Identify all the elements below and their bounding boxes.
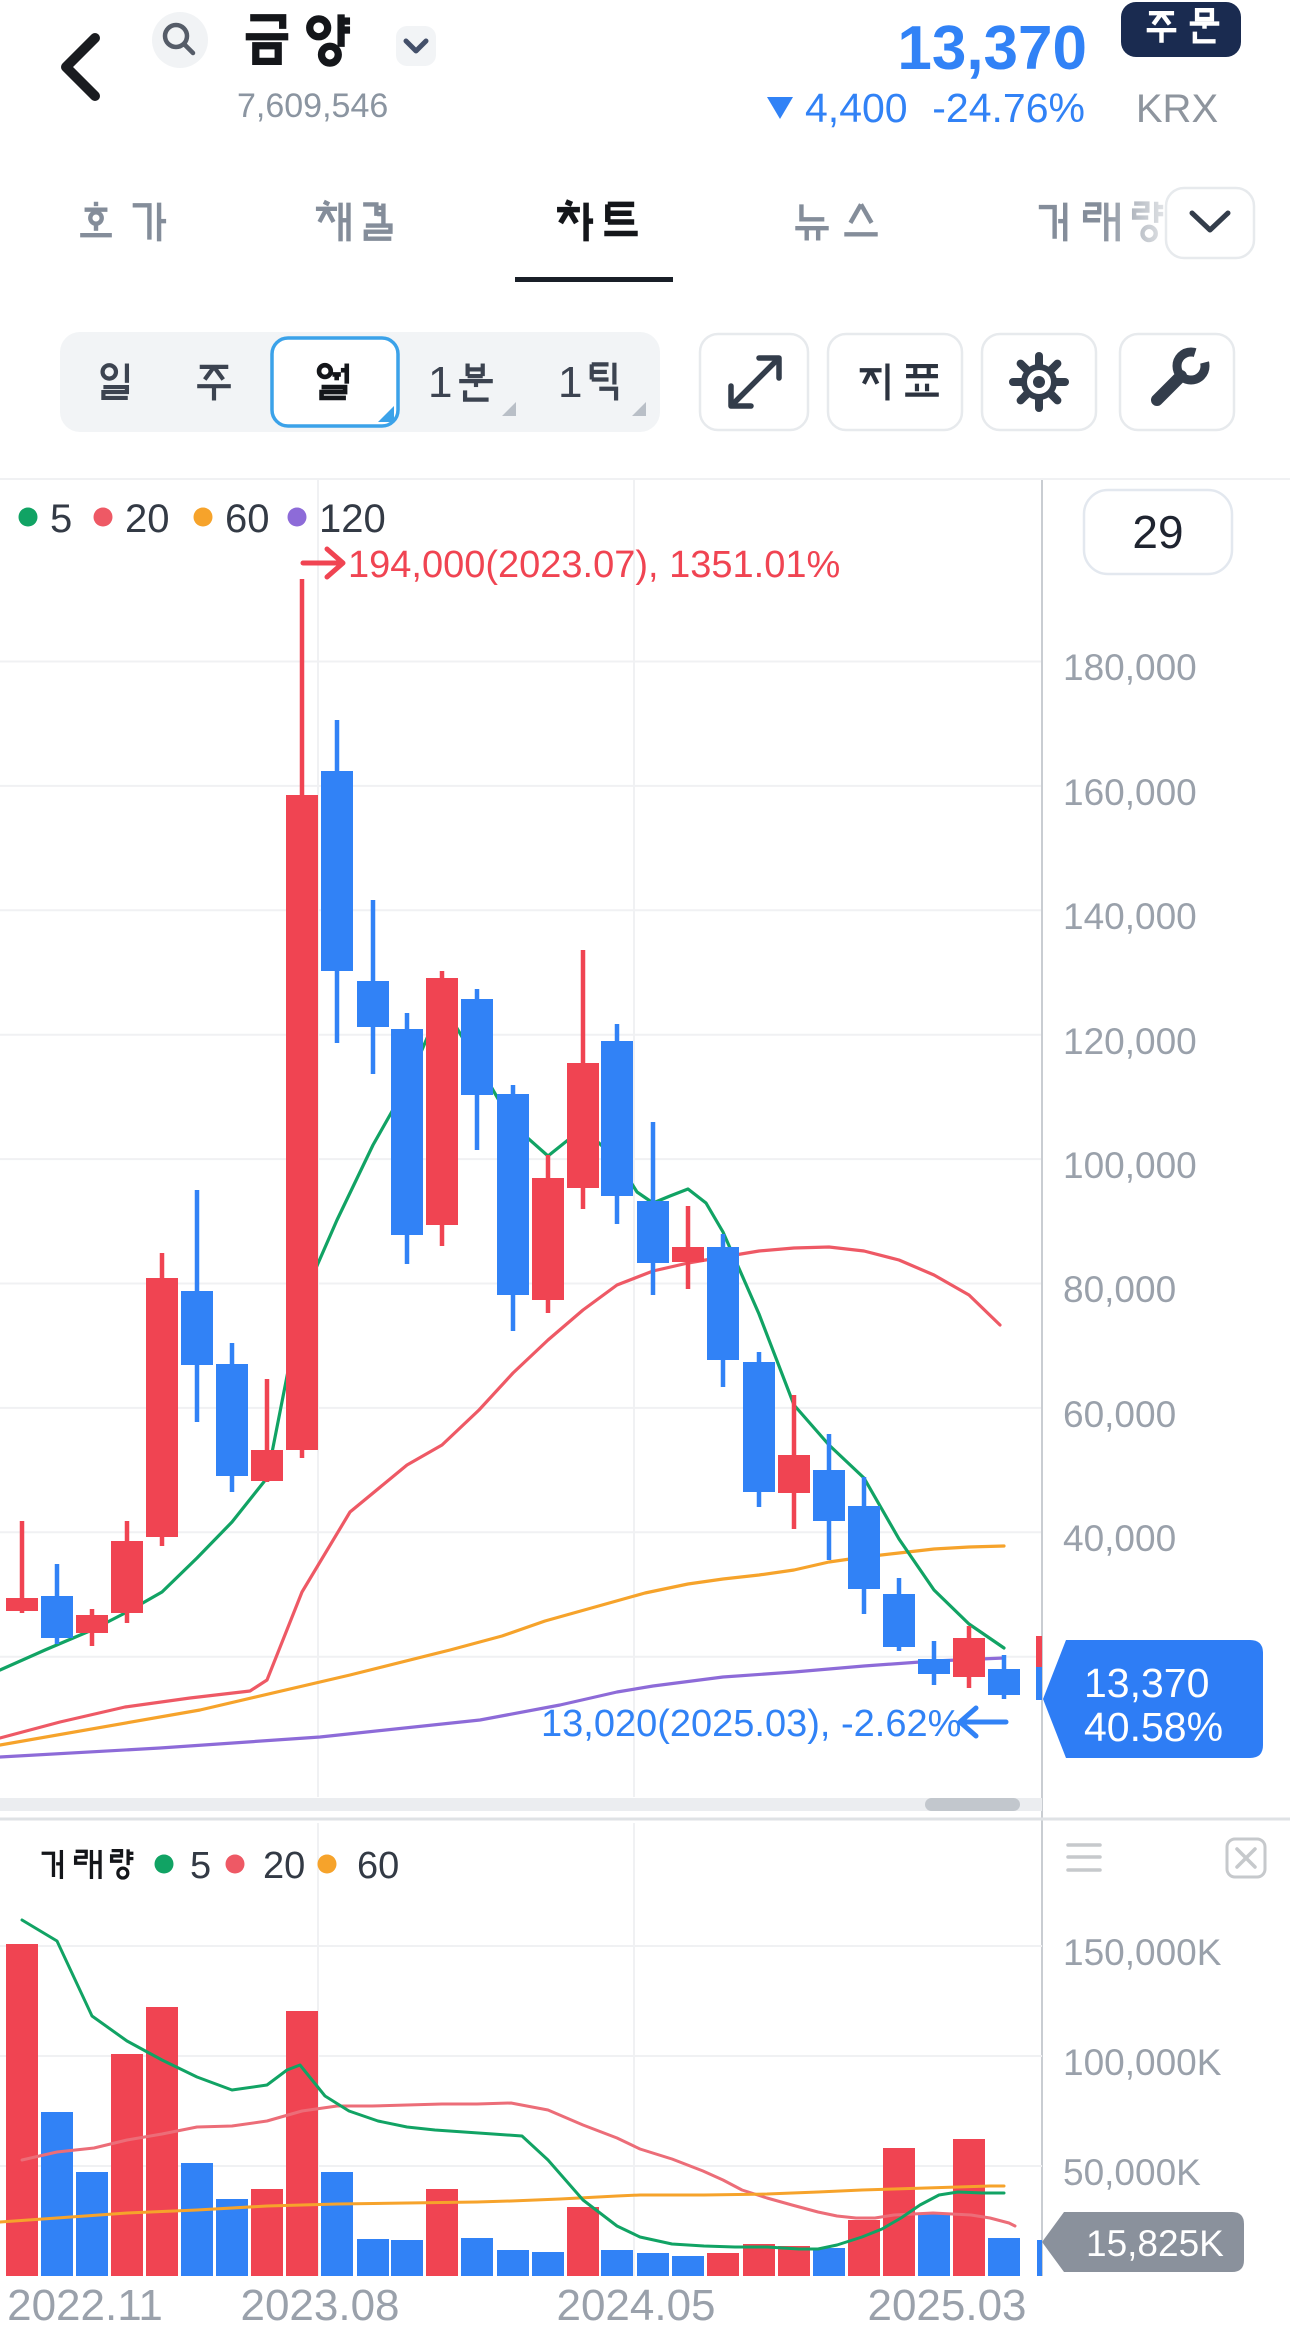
svg-text:100,000K: 100,000K [1063,2042,1222,2083]
svg-text:5: 5 [50,497,72,541]
svg-text:60: 60 [225,497,270,541]
svg-text:13,370: 13,370 [897,14,1087,83]
svg-text:120,000: 120,000 [1063,1021,1197,1062]
svg-text:60,000: 60,000 [1063,1394,1176,1435]
svg-text:1: 1 [558,358,582,407]
svg-text:20: 20 [263,1845,305,1887]
svg-text:40.58%: 40.58% [1084,1704,1223,1750]
svg-text:120: 120 [319,497,386,541]
svg-text:KRX: KRX [1136,87,1218,131]
svg-text:13,020(2025.03), -2.62%: 13,020(2025.03), -2.62% [541,1703,961,1745]
svg-text:60: 60 [357,1845,399,1887]
svg-text:2022.11: 2022.11 [7,2281,163,2330]
svg-text:20: 20 [125,497,170,541]
svg-text:160,000: 160,000 [1063,772,1197,813]
svg-text:7,609,546: 7,609,546 [237,87,388,125]
svg-text:100,000: 100,000 [1063,1145,1197,1186]
svg-text:5: 5 [190,1845,211,1887]
svg-text:4,400: 4,400 [805,85,908,131]
svg-text:29: 29 [1132,506,1183,558]
svg-text:2023.08: 2023.08 [240,2281,399,2330]
svg-text:40,000: 40,000 [1063,1518,1176,1559]
svg-text:194,000(2023.07), 1351.01%: 194,000(2023.07), 1351.01% [348,544,840,586]
svg-text:1: 1 [428,358,452,407]
svg-text:80,000: 80,000 [1063,1269,1176,1310]
svg-text:2025.03: 2025.03 [867,2281,1026,2330]
svg-text:140,000: 140,000 [1063,896,1197,937]
svg-text:150,000K: 150,000K [1063,1932,1222,1973]
svg-text:-24.76%: -24.76% [932,85,1085,131]
svg-text:180,000: 180,000 [1063,647,1197,688]
svg-text:2024.05: 2024.05 [556,2281,715,2330]
svg-text:13,370: 13,370 [1084,1660,1209,1706]
svg-text:50,000K: 50,000K [1063,2152,1201,2193]
svg-text:15,825K: 15,825K [1086,2223,1224,2264]
